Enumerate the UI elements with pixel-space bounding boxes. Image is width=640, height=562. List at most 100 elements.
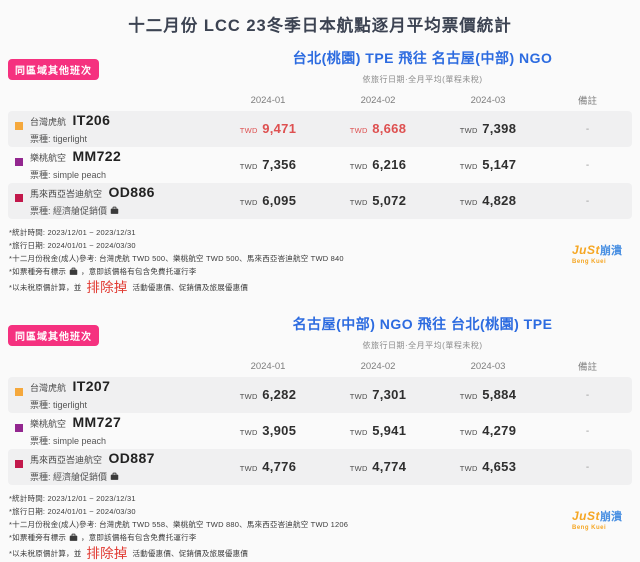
same-region-badge: 同區域其他班次 (8, 325, 99, 346)
section-tpe-ngo: 同區域其他班次 台北(桃園) TPE 飛往 名古屋(中部) NGO 依旅行日期·… (8, 48, 632, 296)
brand-logo-en: JuSt (571, 243, 600, 257)
price-value: 6,216 (372, 157, 407, 172)
price-currency: TWD (239, 162, 258, 171)
price-value: 7,356 (262, 157, 297, 172)
price-currency: TWD (349, 162, 368, 171)
column-header-row: 2024-01 2024-02 2024-03 備註 (8, 89, 632, 111)
route-title: 台北(桃園) TPE 飛往 名古屋(中部) NGO (292, 50, 553, 66)
price-currency: TWD (459, 428, 478, 437)
flight-number: OD886 (108, 184, 155, 200)
airline-name: 台灣虎航 (30, 383, 67, 393)
price-currency: TWD (459, 392, 478, 401)
airline-name: 樂桃航空 (30, 419, 67, 429)
price-cell: TWD 4,774 (323, 458, 433, 476)
remark-cell: - (585, 159, 590, 171)
table-row: 台灣虎航 IT207 票種: tigerlight TWD 6,282 TWD … (8, 377, 632, 413)
same-region-badge: 同區域其他班次 (8, 59, 99, 80)
price-cell: TWD 6,282 (213, 386, 323, 404)
price-cell: TWD 5,884 (433, 386, 543, 404)
fare-type-label: 票種: tigerlight (30, 400, 88, 410)
price-value: 5,941 (372, 423, 407, 438)
price-cell: TWD 5,072 (323, 192, 433, 210)
airline-color-chip (15, 388, 23, 396)
price-cell: TWD 9,471 (213, 120, 323, 138)
price-value: 5,072 (372, 193, 407, 208)
brand-logo: JuSt崩潰 Beng Kuei (572, 508, 622, 531)
brand-logo-en: JuSt (571, 509, 600, 523)
price-value: 6,282 (262, 387, 297, 402)
price-currency: TWD (459, 126, 478, 135)
luggage-icon (69, 533, 78, 541)
luggage-icon (69, 267, 78, 275)
brand-logo-zh: 崩潰 (600, 245, 622, 257)
remark-cell: - (585, 195, 590, 207)
remark-cell: - (585, 461, 590, 473)
price-currency: TWD (459, 198, 478, 207)
price-currency: TWD (349, 198, 368, 207)
price-currency: TWD (459, 162, 478, 171)
fare-type-label: 票種: tigerlight (30, 134, 88, 144)
price-cell: TWD 5,941 (323, 422, 433, 440)
airline-color-chip (15, 424, 23, 432)
price-cell: TWD 3,905 (213, 422, 323, 440)
footnote-line: *統計時間: 2023/12/01 ~ 2023/12/31 (9, 228, 136, 237)
column-header-2024-01: 2024-01 (250, 360, 286, 372)
remark-cell: - (585, 389, 590, 401)
column-header-2024-01: 2024-01 (250, 94, 286, 106)
fare-type-label: 票種: 經濟艙促銷價 (30, 472, 108, 482)
price-value: 5,147 (482, 157, 517, 172)
luggage-icon (110, 472, 119, 480)
price-value: 7,301 (372, 387, 407, 402)
route-subnote: 依旅行日期·全月平均(單程未稅) (362, 75, 483, 84)
fare-type-label: 票種: simple peach (30, 170, 107, 180)
brand-logo-zh: 崩潰 (600, 511, 622, 523)
route-header: 名古屋(中部) NGO 飛往 台北(桃園) TPE 依旅行日期·全月平均(單程未… (213, 314, 632, 351)
excluded-highlight-text: 排除掉 (86, 279, 128, 295)
route-subnote: 依旅行日期·全月平均(單程未稅) (362, 341, 483, 350)
airline-color-chip (15, 122, 23, 130)
column-header-2024-02: 2024-02 (360, 360, 396, 372)
price-cell: TWD 6,216 (323, 156, 433, 174)
price-currency: TWD (349, 126, 368, 135)
brand-logo: JuSt崩潰 Beng Kuei (572, 242, 622, 265)
section-ngo-tpe: 同區域其他班次 名古屋(中部) NGO 飛往 台北(桃園) TPE 依旅行日期·… (8, 314, 632, 562)
table-row: 樂桃航空 MM727 票種: simple peach TWD 3,905 TW… (8, 413, 632, 449)
price-currency: TWD (459, 464, 478, 473)
column-header-2024-03: 2024-03 (470, 94, 506, 106)
price-cell: TWD 7,398 (433, 120, 543, 138)
fare-type-label: 票種: simple peach (30, 436, 107, 446)
footnote-excluded-line: *以未稅原價計算，並 排除掉 活動優惠價、促銷價及旅展優惠價 (9, 545, 249, 561)
price-value: 5,884 (482, 387, 517, 402)
airline-name: 台灣虎航 (30, 117, 67, 127)
price-currency: TWD (239, 428, 258, 437)
flight-number: MM727 (72, 414, 122, 430)
price-value: 7,398 (482, 121, 517, 136)
table-row: 馬來西亞峇迪航空 OD887 票種: 經濟艙促銷價 TWD 4,776 TWD … (8, 449, 632, 485)
price-currency: TWD (239, 464, 258, 473)
table-row: 馬來西亞峇迪航空 OD886 票種: 經濟艙促銷價 TWD 6,095 TWD … (8, 183, 632, 219)
price-value: 4,279 (482, 423, 517, 438)
page-title: 十二月份 LCC 23冬季日本航點逐月平均票價統計 (128, 17, 512, 35)
footnote-line: *旅行日期: 2024/01/01 ~ 2024/03/30 (9, 507, 136, 516)
footnote-excluded-line: *以未稅原價計算，並 排除掉 活動優惠價、促銷價及旅展優惠價 (9, 279, 249, 295)
table-row: 樂桃航空 MM722 票種: simple peach TWD 7,356 TW… (8, 147, 632, 183)
column-header-remark: 備註 (577, 362, 597, 373)
price-cell: TWD 8,668 (323, 120, 433, 138)
airline-name: 樂桃航空 (30, 153, 67, 163)
brand-logo-sub: Beng Kuei (571, 525, 607, 531)
price-currency: TWD (349, 428, 368, 437)
airline-color-chip (15, 194, 23, 202)
price-cell: TWD 4,776 (213, 458, 323, 476)
price-value: 4,828 (482, 193, 517, 208)
footnotes: *統計時間: 2023/12/01 ~ 2023/12/31 *旅行日期: 20… (8, 226, 632, 296)
route-header: 台北(桃園) TPE 飛往 名古屋(中部) NGO 依旅行日期·全月平均(單程未… (213, 48, 632, 85)
column-header-row: 2024-01 2024-02 2024-03 備註 (8, 355, 632, 377)
footnote-line: *統計時間: 2023/12/01 ~ 2023/12/31 (9, 494, 136, 503)
footnotes: *統計時間: 2023/12/01 ~ 2023/12/31 *旅行日期: 20… (8, 492, 632, 562)
brand-logo-sub: Beng Kuei (571, 259, 607, 265)
price-value: 4,776 (262, 459, 297, 474)
price-currency: TWD (349, 392, 368, 401)
price-value: 4,774 (372, 459, 407, 474)
column-header-remark: 備註 (577, 96, 597, 107)
